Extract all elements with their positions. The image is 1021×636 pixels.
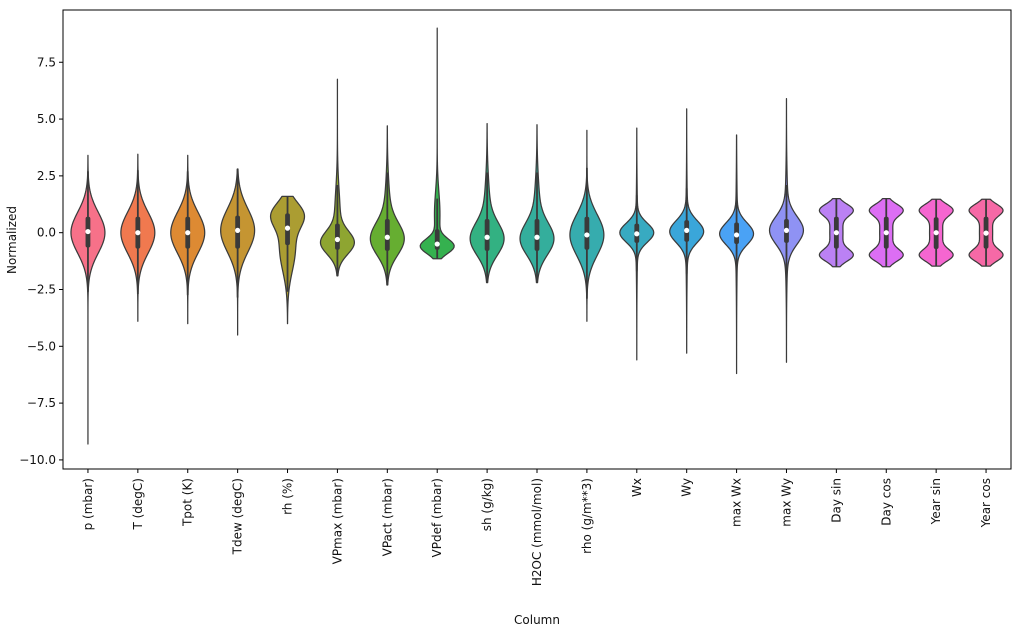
x-tick-label: Wx [630,478,644,497]
violin-vpmax-mbar [319,78,356,277]
violin-vpdef-mbar [419,27,455,260]
violin-h2oc-mmol-mol [519,124,555,284]
median-dot [484,234,490,240]
violin-body [419,27,455,260]
y-tick-label: 5.0 [37,112,56,126]
x-tick-label: max Wy [779,478,793,527]
median-dot [983,230,989,236]
y-axis-label: Normalized [5,206,19,274]
violin-max-wx [718,134,755,375]
y-tick-label: −2.5 [27,282,56,296]
median-dot [284,225,291,231]
x-tick-label: sh (g/kg) [480,478,494,531]
plot-generated-content: −10.0 −7.5 −5.0 −2.5 0.0 2.5 5.0 7.5 p (mbar) T (… [19,9,1012,586]
violin-body [70,154,106,445]
violin-day-cos [868,197,904,268]
median-dot [135,230,141,236]
violin-body [319,78,356,277]
y-tick-label: −10.0 [19,453,56,467]
x-tick-label: Day sin [829,478,843,523]
y-tick-label: −5.0 [27,339,56,353]
median-dot [733,232,740,238]
violin-rho-g-m-3 [569,129,605,322]
x-tick-label: VPmax (mbar) [330,478,344,564]
x-tick-label: max Wx [730,478,744,527]
x-tick-label: rh (%) [281,478,295,515]
inner-quartile-box [335,223,340,250]
median-dot [783,227,790,234]
violin-rh [269,195,306,325]
median-dot [534,234,540,240]
x-tick-label: VPact (mbar) [380,478,394,556]
violin-max-wy [768,97,805,363]
median-dot [883,230,889,236]
median-dot [584,232,590,238]
violin-day-sin [818,197,854,268]
median-dot [684,227,690,234]
x-tick-label: Tdew (degC) [231,478,245,555]
median-dot [434,241,440,247]
violin-t-degc [120,153,156,322]
violin-wx [619,127,655,361]
y-tick-label: 0.0 [37,226,56,240]
x-tick-label: T (degC) [131,478,145,531]
violin-tpot-k [170,154,206,325]
x-tick-label: Year cos [979,478,993,528]
median-dot [334,236,341,243]
violin-wy [669,108,705,354]
x-tick-label: Wy [680,478,694,497]
y-tick-label: −7.5 [27,396,56,410]
violin-sh-g-kg [469,122,505,284]
median-dot [384,234,390,240]
y-tick-label: 7.5 [37,55,56,69]
x-tick-label: rho (g/m**3) [580,478,594,554]
median-dot [634,231,640,237]
violin-p-mbar [70,154,106,445]
median-dot [185,230,191,236]
x-tick-label: VPdef (mbar) [430,478,444,557]
violin-tdew-degc [220,168,256,336]
violin-year-cos [968,198,1004,267]
x-tick-label: H2OC (mmol/mol) [530,478,544,586]
median-dot [833,230,839,236]
inner-quartile-box [434,229,440,250]
median-dot [235,227,241,234]
median-dot [85,228,91,235]
violin-vpact-mbar [369,125,405,286]
x-tick-label: p (mbar) [81,478,95,530]
x-tick-label: Year sin [929,478,943,525]
x-tick-label: Day cos [879,478,893,526]
x-tick-label: Tpot (K) [181,478,195,527]
violin-year-sin [918,198,954,267]
y-tick-label: 2.5 [37,169,56,183]
x-axis-label: Column [514,613,560,627]
median-dot [933,230,939,236]
